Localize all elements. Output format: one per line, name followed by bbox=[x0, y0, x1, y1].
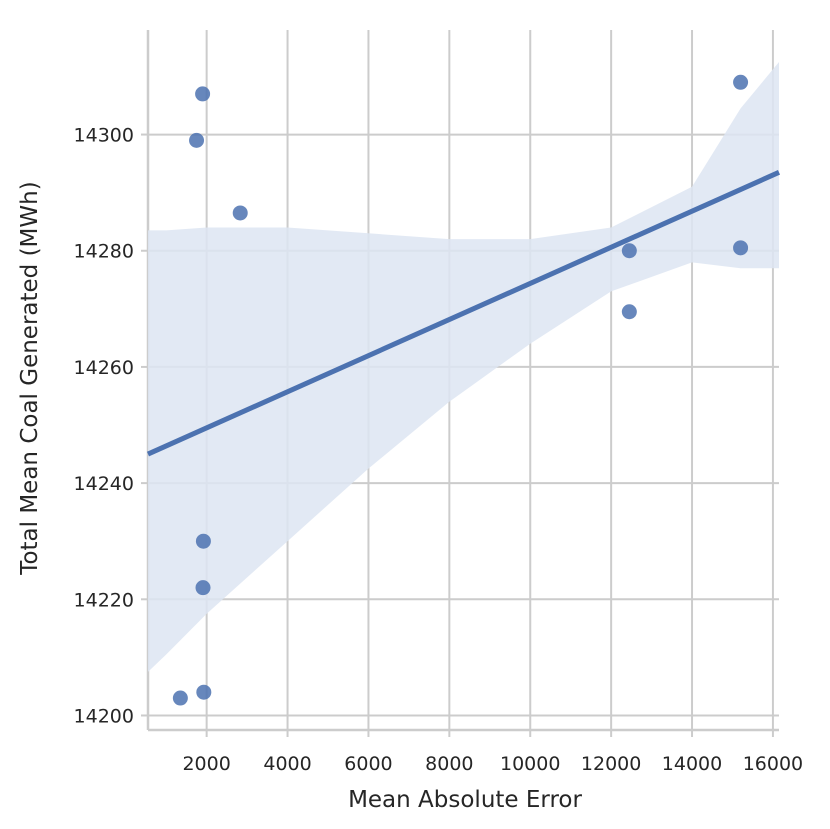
y-tick-label: 14200 bbox=[74, 705, 134, 727]
data-point bbox=[172, 690, 188, 706]
data-point bbox=[195, 533, 211, 549]
data-points bbox=[172, 74, 749, 706]
x-tick-label: 14000 bbox=[662, 753, 722, 775]
x-tick-label: 6000 bbox=[344, 753, 392, 775]
y-tick-label: 14300 bbox=[74, 125, 134, 147]
data-point bbox=[733, 240, 749, 256]
y-axis-label: Total Mean Coal Generated (MWh) bbox=[17, 181, 43, 575]
regression-line bbox=[146, 170, 781, 457]
data-point bbox=[189, 132, 205, 148]
x-tick-label: 4000 bbox=[263, 753, 311, 775]
data-point bbox=[195, 86, 211, 102]
confidence-band-layer bbox=[148, 62, 779, 672]
data-point bbox=[621, 304, 637, 320]
x-tick-label: 16000 bbox=[743, 753, 803, 775]
y-tick-label: 14280 bbox=[74, 241, 134, 263]
x-tick-label: 8000 bbox=[425, 753, 473, 775]
y-tick-labels: 14200 14220 14240 14260 14280 14300 bbox=[74, 125, 134, 728]
data-point bbox=[621, 243, 637, 259]
regression-line-layer bbox=[146, 170, 781, 457]
confidence-band bbox=[148, 62, 779, 672]
data-point bbox=[195, 580, 211, 596]
y-tick-label: 14260 bbox=[74, 357, 134, 379]
y-tick-label: 14220 bbox=[74, 589, 134, 611]
data-point bbox=[733, 74, 749, 90]
data-point bbox=[232, 205, 248, 221]
x-tick-label: 10000 bbox=[500, 753, 560, 775]
y-tick-label: 14240 bbox=[74, 473, 134, 495]
x-tick-label: 12000 bbox=[581, 753, 641, 775]
x-axis-label: Mean Absolute Error bbox=[348, 787, 582, 813]
x-tick-labels: 2000 4000 6000 8000 10000 12000 14000 16000 bbox=[182, 753, 803, 775]
x-tick-label: 2000 bbox=[182, 753, 230, 775]
data-point bbox=[196, 684, 212, 700]
